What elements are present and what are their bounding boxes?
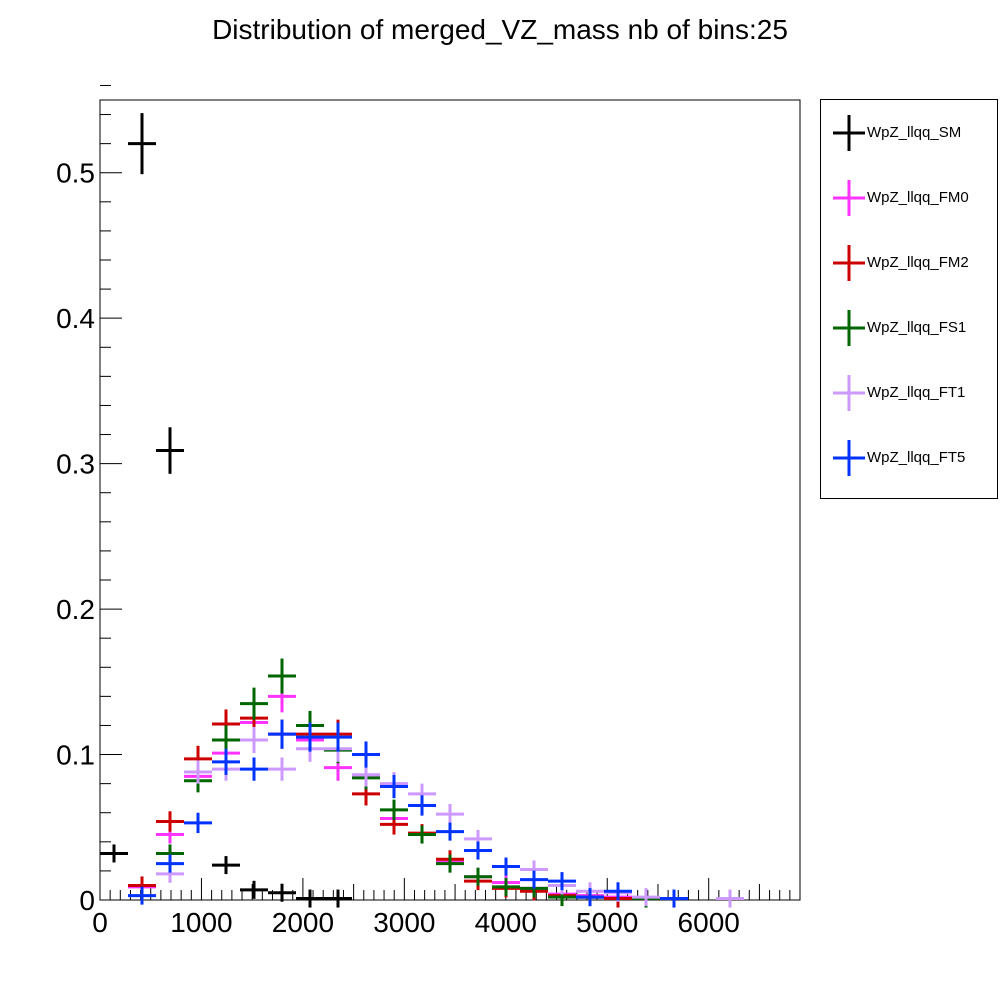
data-point [156, 811, 184, 832]
x-tick-label: 6000 [678, 907, 740, 938]
data-point [604, 882, 632, 901]
legend-marker [833, 115, 865, 151]
data-point [380, 799, 408, 820]
x-tick-label: 5000 [576, 907, 638, 938]
tick-labels: 0 1000 2000 3000 4000 5000 6000 0 0.1 0.2 0.3 0.4 0.… [56, 158, 740, 938]
data-point [268, 757, 296, 781]
data-point [212, 856, 240, 875]
legend-entry: WpZ_llqq_FT1 [821, 373, 997, 413]
data-point [632, 888, 660, 907]
data-point [268, 658, 296, 694]
data-point [408, 795, 436, 816]
legend-marker [833, 245, 865, 281]
legend-entry: WpZ_llqq_FS1 [821, 308, 997, 348]
legend-marker [833, 375, 865, 411]
legend-marker [833, 180, 865, 216]
data-point [408, 825, 436, 844]
y-tick-label: 0 [79, 885, 95, 916]
legend-entry: WpZ_llqq_FT5 [821, 438, 997, 478]
legend-label: WpZ_llqq_FT1 [867, 384, 966, 401]
legend-label: WpZ_llqq_FM0 [867, 189, 969, 206]
y-tick-label: 0.3 [56, 449, 95, 480]
data-point [296, 889, 324, 908]
chart-title: Distribution of merged_VZ_mass nb of bin… [212, 14, 788, 45]
x-tick-label: 1000 [170, 907, 232, 938]
data-point [296, 722, 324, 752]
data-point [660, 889, 688, 908]
data-point [156, 854, 184, 873]
series-WpZ_llqq_FM2 [128, 703, 632, 908]
series-WpZ_llqq_FT1 [156, 726, 744, 908]
x-tick-label: 2000 [272, 907, 334, 938]
series-WpZ_llqq_FT5 [128, 719, 688, 908]
y-tick-label: 0.2 [56, 594, 95, 625]
data-point [128, 886, 156, 905]
data-point [184, 760, 212, 784]
legend-label: WpZ_llqq_FT5 [867, 449, 966, 466]
data-point [436, 804, 464, 825]
legend-entry: WpZ_llqq_SM [821, 113, 997, 153]
data-point [380, 774, 408, 799]
data-point [436, 854, 464, 873]
x-tick-label: 0 [92, 907, 108, 938]
data-point [464, 867, 492, 886]
data-point [716, 889, 744, 908]
data-point [128, 113, 156, 175]
legend-label: WpZ_llqq_FS1 [867, 319, 967, 336]
data-point [240, 726, 268, 754]
legend-label: WpZ_llqq_SM [867, 124, 962, 141]
data-point [156, 427, 184, 474]
data-point [268, 719, 296, 749]
data-point [240, 687, 268, 720]
data-point [240, 880, 268, 899]
data-point [324, 722, 352, 752]
legend-marker [833, 440, 865, 476]
data-point [240, 757, 268, 781]
legend-marker [833, 310, 865, 346]
data-point [548, 872, 576, 891]
y-tick-label: 0.1 [56, 740, 95, 771]
legend-entry: WpZ_llqq_FM2 [821, 243, 997, 283]
plot-frame [99, 99, 801, 901]
data-point [576, 888, 604, 907]
data-point [100, 844, 128, 863]
series-WpZ_llqq_SM [100, 113, 352, 908]
data-point [492, 857, 520, 876]
data-point [184, 812, 212, 834]
legend-entry: WpZ_llqq_FM0 [821, 178, 997, 218]
data-point [268, 883, 296, 902]
x-tick-label: 3000 [373, 907, 435, 938]
data-point [520, 870, 548, 889]
data-point [436, 822, 464, 841]
data-point [324, 889, 352, 908]
data-point [464, 841, 492, 860]
x-tick-label: 4000 [475, 907, 537, 938]
series-layer [100, 113, 744, 908]
y-tick-label: 0.5 [56, 158, 95, 189]
legend: WpZ_llqq_SM WpZ_llqq_FM0 WpZ_llqq_FM2 WpZ_l… [820, 99, 998, 499]
data-point [352, 741, 380, 768]
legend-label: WpZ_llqq_FM2 [867, 254, 969, 271]
y-tick-label: 0.4 [56, 303, 95, 334]
data-point [492, 877, 520, 896]
data-point [212, 748, 240, 775]
